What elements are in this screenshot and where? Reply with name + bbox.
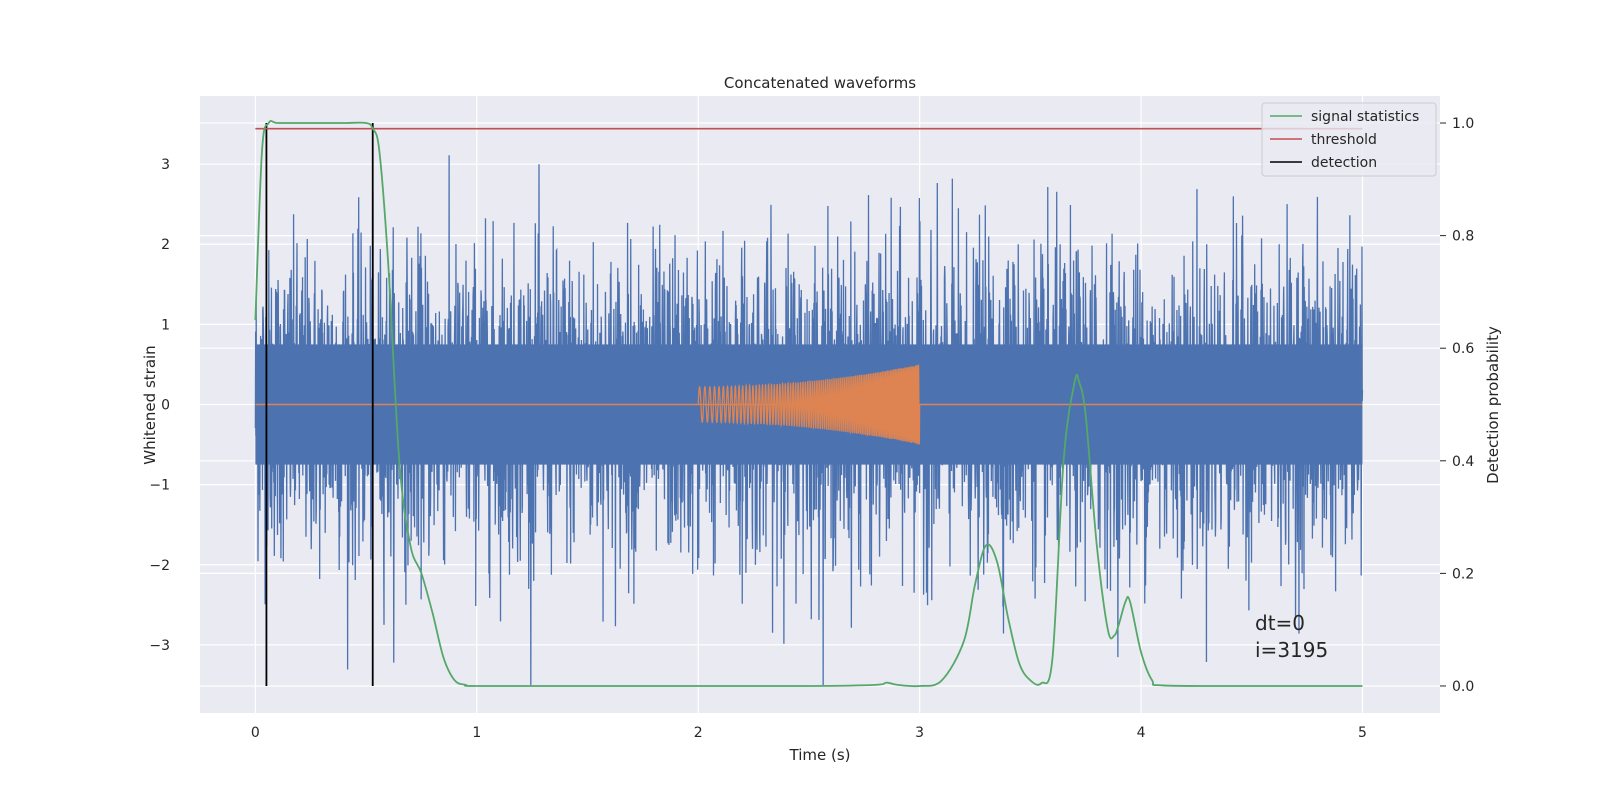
y2-tick-label: 0.8 xyxy=(1452,229,1474,245)
y-tick-label: −3 xyxy=(149,638,170,654)
x-axis-label: Time (s) xyxy=(789,746,851,764)
y-axis-label: Whitened strain xyxy=(141,345,159,464)
y2-tick-label: 0.4 xyxy=(1452,454,1474,470)
y-tick-label: −2 xyxy=(149,558,170,574)
y-tick-label: 3 xyxy=(161,157,170,173)
x-tick-label: 4 xyxy=(1137,725,1146,741)
legend-label-signal-statistics: signal statistics xyxy=(1311,109,1419,125)
y2-axis-label: Detection probability xyxy=(1484,326,1502,484)
y2-tick-label: 0.6 xyxy=(1452,341,1474,357)
annotation-i: i=3195 xyxy=(1255,638,1328,662)
y-tick-label: 1 xyxy=(161,317,170,333)
annotation-dt: dt=0 xyxy=(1255,611,1305,635)
legend-box xyxy=(1261,102,1437,177)
y2-tick-label: 0.0 xyxy=(1452,679,1474,695)
x-tick-label: 1 xyxy=(472,725,481,741)
chart-title: Concatenated waveforms xyxy=(724,74,916,92)
x-tick-label: 2 xyxy=(694,725,703,741)
x-tick-label: 3 xyxy=(915,725,924,741)
series-layer xyxy=(254,120,1364,688)
x-tick-label: 5 xyxy=(1358,725,1367,741)
y-tick-label: 2 xyxy=(161,237,170,253)
injected-signal-line xyxy=(697,364,921,445)
y2-tick-label: 1.0 xyxy=(1452,116,1474,132)
tick-labels: 0 1 2 3 4 5 −3 −2 −1 0 1 2 3 0.0 0.2 0.4 0.6 0.8 1.0 xyxy=(149,116,1474,741)
y-tick-label: −1 xyxy=(149,478,170,494)
legend: signal statistics threshold detection xyxy=(1261,102,1437,177)
legend-label-detection: detection xyxy=(1311,155,1377,171)
y2-tick-label: 0.2 xyxy=(1452,566,1474,582)
signal-statistics-line xyxy=(254,120,1363,688)
legend-label-threshold: threshold xyxy=(1311,132,1377,148)
y-tick-label: 0 xyxy=(161,398,170,414)
x-tick-label: 0 xyxy=(251,725,260,741)
